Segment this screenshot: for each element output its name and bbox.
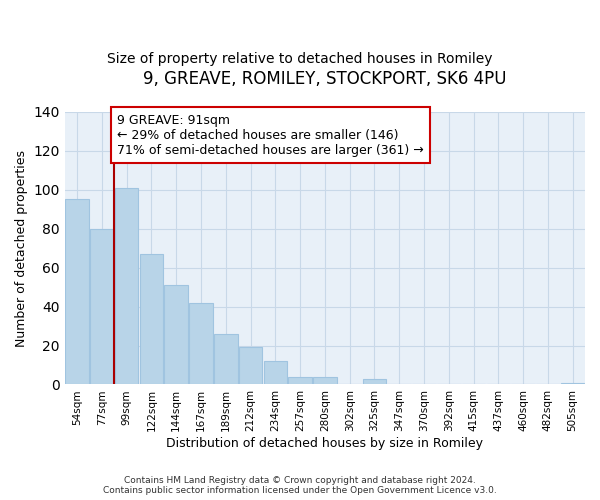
X-axis label: Distribution of detached houses by size in Romiley: Distribution of detached houses by size … (166, 437, 484, 450)
Text: Size of property relative to detached houses in Romiley: Size of property relative to detached ho… (107, 52, 493, 66)
Bar (263, 361, 287, 384)
Bar (561, 382, 584, 384)
Bar (65, 200, 89, 384)
Bar (115, 188, 139, 384)
Bar (239, 348, 262, 385)
Bar (140, 254, 163, 384)
Bar (313, 376, 337, 384)
Text: Contains HM Land Registry data © Crown copyright and database right 2024.
Contai: Contains HM Land Registry data © Crown c… (103, 476, 497, 495)
Bar (289, 376, 312, 384)
Bar (90, 228, 114, 384)
Y-axis label: Number of detached properties: Number of detached properties (15, 150, 28, 346)
Bar (362, 378, 386, 384)
Bar (189, 302, 213, 384)
Text: 9 GREAVE: 91sqm
← 29% of detached houses are smaller (146)
71% of semi-detached : 9 GREAVE: 91sqm ← 29% of detached houses… (117, 114, 424, 156)
Bar (164, 285, 188, 384)
Title: 9, GREAVE, ROMILEY, STOCKPORT, SK6 4PU: 9, GREAVE, ROMILEY, STOCKPORT, SK6 4PU (143, 70, 506, 88)
Bar (214, 334, 238, 384)
